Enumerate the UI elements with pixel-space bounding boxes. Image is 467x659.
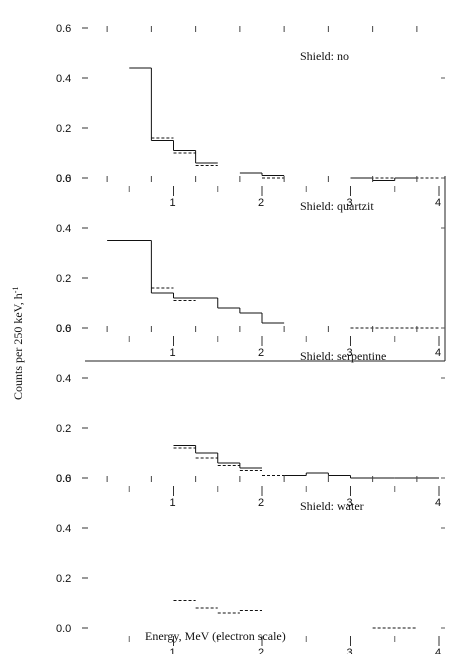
y-axis-title: Counts per 250 keV, h-1	[11, 287, 26, 400]
x-tick-label: 4	[435, 347, 441, 359]
y-axis-title-superscript: -1	[11, 287, 20, 294]
x-tick-label: 2	[258, 347, 264, 359]
x-tick-label: 2	[258, 497, 264, 509]
y-tick-label: 0.0	[56, 623, 71, 635]
x-tick-label: 2	[258, 197, 264, 209]
shield-label: Shield: water	[300, 499, 364, 513]
y-tick-label: 0.6	[56, 323, 71, 335]
y-tick-label: 0.0	[56, 173, 71, 185]
x-tick-label: 3	[347, 497, 353, 509]
x-tick-label: 3	[347, 347, 353, 359]
y-tick-label: 0.2	[56, 273, 71, 285]
x-tick-label: 1	[170, 197, 176, 209]
x-tick-label: 2	[258, 647, 264, 654]
x-tick-label: 3	[347, 197, 353, 209]
x-tick-label: 1	[170, 647, 176, 654]
x-axis-title: Energy, MeV (electron scale)	[145, 629, 286, 643]
x-tick-label: 4	[435, 647, 441, 654]
x-tick-label: 3	[347, 647, 353, 654]
y-tick-label: 0.4	[56, 373, 71, 385]
y-tick-label: 0.2	[56, 123, 71, 135]
x-tick-label: 4	[435, 497, 441, 509]
y-tick-label: 0.2	[56, 573, 71, 585]
x-tick-label: 1	[170, 497, 176, 509]
x-tick-label: 4	[435, 197, 441, 209]
y-tick-label: 0.0	[56, 323, 71, 335]
y-tick-label: 0.4	[56, 73, 71, 85]
y-tick-label: 0.6	[56, 473, 71, 485]
y-tick-label: 0.6	[56, 23, 71, 35]
y-tick-label: 0.4	[56, 223, 71, 235]
y-tick-label: 0.6	[56, 173, 71, 185]
shield-label: Shield: no	[300, 49, 349, 63]
y-tick-label: 0.0	[56, 473, 71, 485]
y-tick-label: 0.2	[56, 423, 71, 435]
x-tick-label: 1	[170, 347, 176, 359]
shield-label: Shield: quartzit	[300, 199, 374, 213]
shield-label: Shield: serpentine	[300, 349, 386, 363]
y-tick-label: 0.4	[56, 523, 71, 535]
